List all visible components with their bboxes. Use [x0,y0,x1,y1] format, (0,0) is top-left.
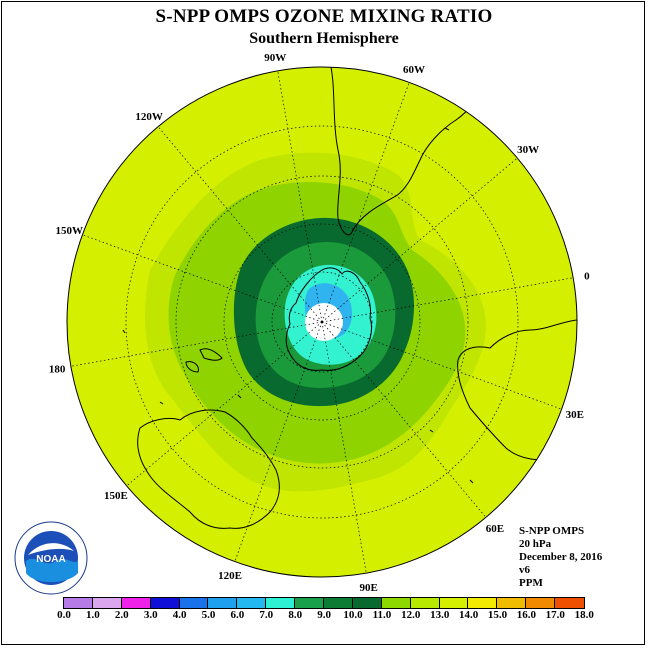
colorbar-swatch [150,598,180,608]
colorbar-tick-label: 0.0 [57,609,71,621]
colorbar-tick-label: 4.0 [172,609,187,621]
colorbar-tick-label: 13.0 [430,609,450,621]
colorbar-swatch [468,598,498,608]
colorbar-tick-label: 11.0 [372,609,392,621]
colorbar-tick-label: 8.0 [288,609,303,621]
colorbar-swatch [64,598,93,608]
colorbar-tick-label: 6.0 [230,609,245,621]
longitude-label: 60W [403,64,425,76]
longitude-labels: 90W 60W 30W 0 30E 60E 90E 120E 150E 180 150W 120W [49,52,590,594]
units-label: PPM [519,577,543,589]
new-zealand-coastline [185,348,223,373]
colorbar-tick-label: 1.0 [86,609,100,621]
colorbar-swatch [121,598,151,608]
meridian-line [234,321,323,562]
colorbar-tick-label: 10.0 [343,609,363,621]
south-america-coastline [329,67,487,236]
longitude-label: 120W [135,111,163,123]
instrument-name: S-NPP OMPS [519,525,585,537]
pressure-level: 20 hPa [519,538,552,550]
colorbar-swatch [179,598,209,608]
colorbar-tick-label: 17.0 [545,609,565,621]
colorbar-swatch [324,598,353,608]
colorbar-swatch [92,598,122,608]
longitude-label: 60E [486,523,504,535]
colorbar-tick-label: 7.0 [259,609,274,621]
colorbar-swatch [208,598,238,608]
colorbar-tick-label: 2.0 [114,609,129,621]
longitude-label: 90E [360,582,378,594]
colorbar-swatch [526,598,556,608]
colorbar-swatch [555,598,585,608]
colorbar-swatch [295,598,325,608]
colorbar-swatch [497,598,527,608]
map-boundary [66,66,578,578]
colorbar [63,597,586,609]
meridian-line [321,277,574,323]
noaa-logo-text: NOAA [36,554,65,565]
meridian-line [70,321,323,367]
colorbar-tick-label: 18.0 [574,609,594,621]
meridian-line [82,234,323,323]
colorbar-tick-label: 16.0 [516,609,537,621]
colorbar-ticks: 0.0 1.0 2.0 3.0 4.0 5.0 6.0 7.0 8.0 9.0 10.0 11.0 12… [0,609,648,623]
longitude-label: 150W [55,225,83,237]
antarctica-coastline [285,267,373,371]
colorbar-tick-label: 5.0 [201,609,216,621]
longitude-label: 30W [517,144,539,156]
longitude-label: 90W [264,52,286,64]
colorbar-tick-label: 9.0 [317,609,331,621]
colorbar-swatch [352,598,382,608]
meridian-line [321,321,562,410]
colorbar-swatch [381,598,411,608]
product-version: v6 [519,564,530,576]
meridian-line [126,321,323,487]
meridian-line [321,157,518,323]
pole-no-data [305,303,343,341]
longitude-label: 120E [218,570,242,582]
colorbar-tick-label: 12.0 [401,609,421,621]
colorbar-tick-label: 3.0 [143,609,158,621]
meridian-line [157,126,323,323]
product-date: December 8, 2016 [519,551,603,563]
meridian-line [321,321,367,574]
longitude-label: 0 [584,270,590,282]
colorbar-tick-label: 14.0 [458,609,479,621]
island-markers [122,127,474,484]
longitude-label: 180 [49,364,66,376]
colorbar-tick-label: 15.0 [487,609,508,621]
map-subtitle: Southern Hemisphere [249,30,399,47]
graticule [70,70,574,574]
longitude-label: 30E [566,409,584,421]
map-title: S-NPP OMPS OZONE MIXING RATIO [155,6,493,27]
colorbar-swatch [237,598,267,608]
longitude-label: 150E [104,490,128,502]
colorbar-swatch [410,598,440,608]
australia-coastline [137,409,280,529]
meridian-line [277,70,323,323]
meridian-line [321,321,487,518]
meridian-line [321,82,410,323]
noaa-logo: NOAA [14,521,88,595]
colorbar-swatch [266,598,296,608]
product-info: S-NPP OMPS 20 hPa December 8, 2016 v6 PP… [519,525,602,590]
colorbar-swatch [439,598,469,608]
africa-coastline [457,319,577,461]
